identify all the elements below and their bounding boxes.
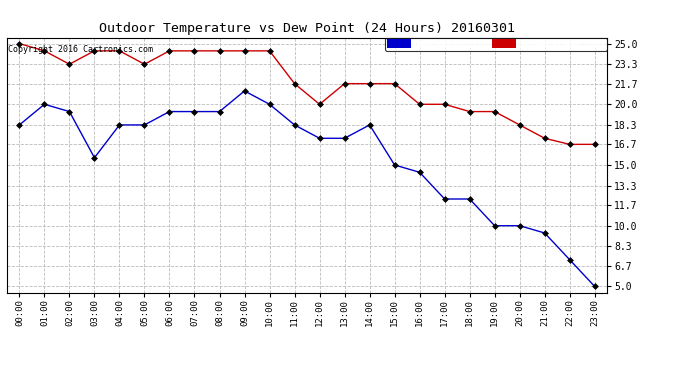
Title: Outdoor Temperature vs Dew Point (24 Hours) 20160301: Outdoor Temperature vs Dew Point (24 Hou…: [99, 22, 515, 35]
Legend: Dew Point (°F), Temperature (°F): Dew Point (°F), Temperature (°F): [385, 38, 607, 51]
Text: Copyright 2016 Cartronics.com: Copyright 2016 Cartronics.com: [8, 45, 152, 54]
